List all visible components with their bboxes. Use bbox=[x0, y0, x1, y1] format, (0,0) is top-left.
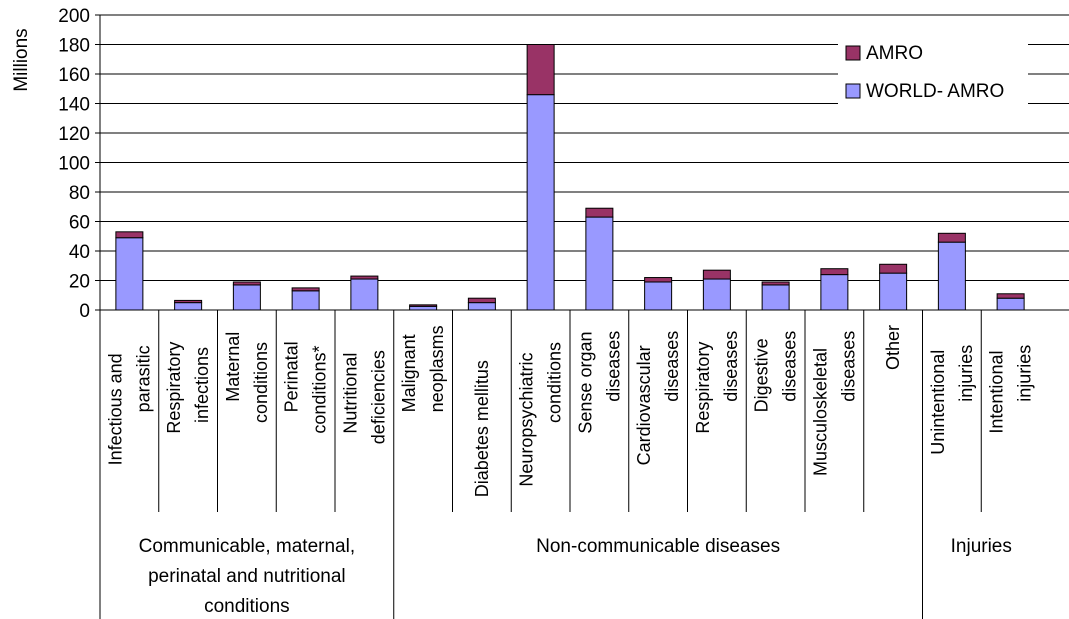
bar-world-amro bbox=[232, 284, 261, 311]
category-label: neoplasms bbox=[427, 325, 447, 412]
legend-swatch bbox=[845, 45, 861, 61]
category-label: Diabetes mellitus bbox=[472, 360, 492, 497]
category-label: Musculoskeletal bbox=[810, 348, 830, 476]
bar-world-amro bbox=[409, 305, 438, 311]
group-label: conditions bbox=[204, 596, 290, 617]
y-tick-label: 100 bbox=[58, 154, 90, 175]
group-label: Communicable, maternal, bbox=[139, 536, 355, 557]
bar-world-amro bbox=[879, 272, 908, 311]
category-label: Neuropsychiatric bbox=[517, 353, 537, 487]
category-label: Infectious and bbox=[105, 353, 125, 465]
y-tick-label: 60 bbox=[69, 213, 90, 234]
category-label: infections bbox=[192, 347, 212, 423]
bar-amro bbox=[937, 232, 966, 243]
category-label: Perinatal bbox=[282, 341, 302, 412]
category-label: parasitic bbox=[133, 345, 153, 412]
legend: AMRO WORLD- AMRO bbox=[838, 37, 1028, 119]
y-tick-label: 180 bbox=[58, 36, 90, 57]
bar-world-amro bbox=[937, 241, 966, 311]
bar-series bbox=[115, 44, 1025, 311]
bar-amro bbox=[350, 275, 379, 280]
legend-swatch bbox=[845, 83, 861, 99]
bar-world-amro bbox=[585, 216, 614, 311]
y-tick-label: 160 bbox=[58, 65, 90, 86]
category-label: Intentional bbox=[987, 351, 1007, 434]
category-label: diseases bbox=[662, 331, 682, 402]
bar-world-amro bbox=[761, 284, 790, 311]
category-label: deficiencies bbox=[368, 350, 388, 444]
x-axis-category-labels: Infectious and parasitic Respiratory infect… bbox=[105, 325, 1034, 497]
bar-amro bbox=[879, 263, 908, 274]
bar-amro bbox=[702, 269, 731, 280]
y-tick-label: 140 bbox=[58, 95, 90, 116]
bar-world-amro bbox=[996, 297, 1025, 311]
group-label: Non-communicable diseases bbox=[536, 536, 780, 557]
category-label: diseases bbox=[780, 331, 800, 402]
bar-amro bbox=[409, 304, 438, 307]
bar-world-amro bbox=[820, 274, 849, 311]
y-tick-label: 40 bbox=[69, 242, 90, 263]
bar-amro bbox=[467, 297, 496, 304]
bar-amro bbox=[232, 281, 261, 286]
x-axis-group-labels: Communicable, maternal, perinatal and nut… bbox=[139, 536, 1012, 617]
bar-world-amro bbox=[702, 278, 731, 311]
y-tick-label: 120 bbox=[58, 124, 90, 145]
category-label: conditions* bbox=[310, 346, 330, 434]
category-label: Maternal bbox=[223, 332, 243, 402]
bar-world-amro bbox=[350, 278, 379, 311]
bar-amro bbox=[115, 231, 144, 239]
bar-amro bbox=[585, 207, 614, 218]
bar-amro bbox=[291, 287, 320, 292]
category-label: conditions bbox=[545, 342, 565, 423]
bar-amro bbox=[644, 277, 673, 283]
y-tick-label: 0 bbox=[79, 301, 90, 322]
group-label: Injuries bbox=[951, 536, 1012, 557]
category-label: conditions bbox=[251, 342, 271, 423]
category-label: Digestive bbox=[752, 338, 772, 412]
legend-label: AMRO bbox=[866, 43, 923, 64]
category-label: Unintentional bbox=[928, 350, 948, 455]
category-label: Malignant bbox=[399, 334, 419, 412]
y-axis-label: Millions bbox=[11, 28, 32, 91]
category-label: diseases bbox=[838, 331, 858, 402]
category-label: Sense organ bbox=[575, 332, 595, 434]
category-label: injuries bbox=[956, 345, 976, 402]
gridlines bbox=[100, 14, 1069, 281]
bar-world-amro bbox=[115, 237, 144, 311]
bar-world-amro bbox=[526, 94, 555, 311]
y-tick-label: 20 bbox=[69, 272, 90, 293]
category-label: Cardiovascular bbox=[634, 345, 654, 465]
group-label: perinatal and nutritional bbox=[148, 566, 346, 587]
category-label: Other bbox=[883, 325, 903, 370]
category-label: Respiratory bbox=[693, 342, 713, 434]
category-label: diseases bbox=[721, 331, 741, 402]
bar-world-amro bbox=[467, 302, 496, 311]
bar-amro bbox=[820, 268, 849, 276]
legend-box bbox=[838, 37, 1028, 119]
bar-amro bbox=[174, 299, 203, 304]
category-label: diseases bbox=[603, 331, 623, 402]
bar-world-amro bbox=[174, 302, 203, 311]
legend-label: WORLD- AMRO bbox=[866, 81, 1004, 102]
y-tick-label: 200 bbox=[58, 6, 90, 27]
axes bbox=[99, 15, 1069, 619]
bar-amro bbox=[526, 44, 555, 96]
category-label: Nutritional bbox=[340, 353, 360, 434]
category-label: injuries bbox=[1015, 345, 1035, 402]
category-label: Respiratory bbox=[164, 342, 184, 434]
y-axis-ticks: 0 20 40 60 80 100 120 140 160 180 200 bbox=[58, 6, 100, 322]
y-tick-label: 80 bbox=[69, 183, 90, 204]
bar-amro bbox=[996, 293, 1025, 299]
bar-world-amro bbox=[291, 290, 320, 311]
bar-amro bbox=[761, 281, 790, 286]
bar-world-amro bbox=[644, 281, 673, 311]
